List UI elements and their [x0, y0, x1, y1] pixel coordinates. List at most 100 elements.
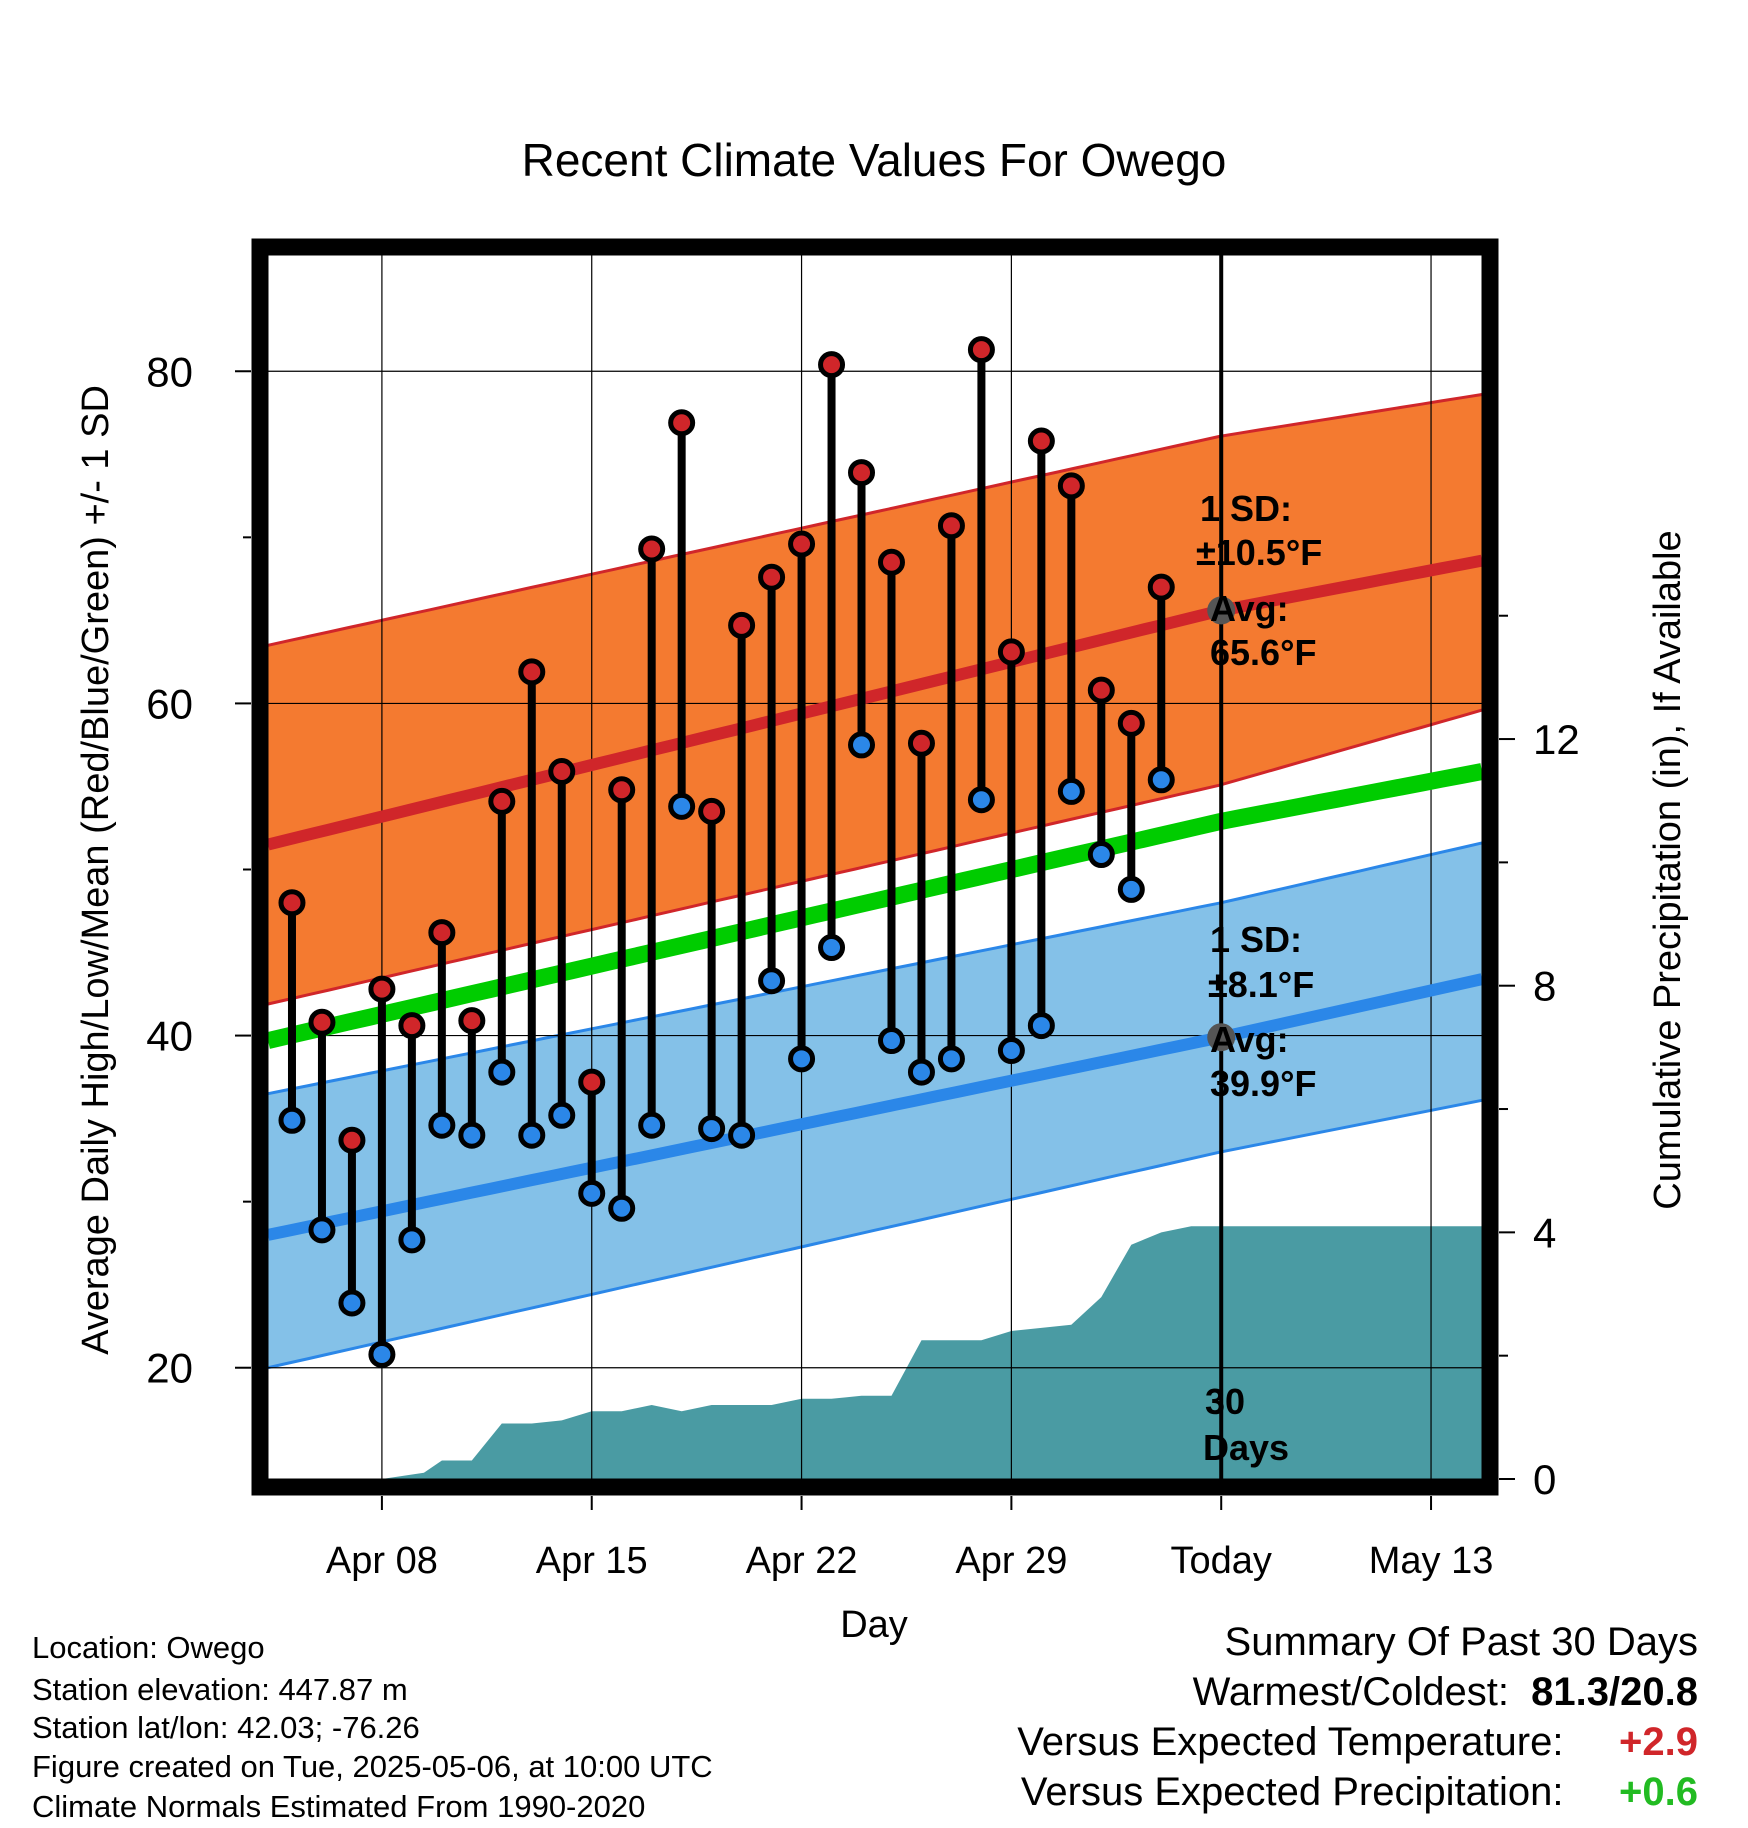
- high-point: [937, 512, 965, 540]
- x-tick-label: Apr 22: [746, 1540, 858, 1582]
- plot-frame: [251, 238, 1499, 1496]
- y-tick-label-right: 8: [1533, 963, 1556, 1010]
- high-point: [638, 535, 666, 563]
- high-avg-label: Avg:: [1210, 588, 1289, 629]
- high-point: [338, 1126, 366, 1154]
- low-point: [937, 1045, 965, 1073]
- low-point: [788, 1045, 816, 1073]
- low-point: [1087, 841, 1115, 869]
- low-point: [967, 786, 995, 814]
- high-point: [758, 563, 786, 591]
- high-sd-value: ±10.5°F: [1196, 532, 1322, 573]
- low-point: [818, 934, 846, 962]
- high-lower-edge: [267, 708, 1483, 1006]
- summary-temp-row: Versus Expected Temperature: +2.9: [1017, 1720, 1698, 1765]
- high-point: [488, 787, 516, 815]
- x-tick-label: Apr 08: [326, 1540, 438, 1582]
- low-avg-line: [266, 973, 1484, 1241]
- low-avg-label: Avg:: [1210, 1019, 1289, 1060]
- low-point: [698, 1115, 726, 1143]
- low-point: [907, 1058, 935, 1086]
- low-point: [1117, 875, 1145, 903]
- footer-normals: Climate Normals Estimated From 1990-2020: [32, 1789, 646, 1824]
- low-avg-marker: [1207, 1023, 1236, 1052]
- high-point: [877, 548, 905, 576]
- chart-title: Recent Climate Values For Owego: [522, 134, 1227, 186]
- precipitation-fill: [268, 1226, 1482, 1479]
- low-point: [548, 1101, 576, 1129]
- low-point: [428, 1111, 456, 1139]
- high-point: [308, 1008, 336, 1036]
- high-point: [788, 530, 816, 558]
- summary-warmest-row: Warmest/Coldest: 81.3/20.8: [1193, 1670, 1698, 1715]
- footer-created: Figure created on Tue, 2025-05-06, at 10…: [32, 1749, 713, 1784]
- y-tick-label-left: 60: [146, 680, 193, 727]
- x-tick-label: Today: [1171, 1540, 1272, 1582]
- high-low-segments: [287, 345, 1166, 1359]
- high-point: [1057, 472, 1085, 500]
- low-avg-value: 39.9°F: [1210, 1063, 1316, 1104]
- high-point: [428, 919, 456, 947]
- low-point: [278, 1106, 306, 1134]
- y-tick-label-left: 20: [146, 1345, 193, 1392]
- summary-warmest-value: 81.3/20.8: [1531, 1670, 1698, 1714]
- low-point: [1027, 1012, 1055, 1040]
- y-axis-label-right: Cumulative Precipitation (in), If Availa…: [1647, 530, 1689, 1209]
- footer-location: Location: Owego: [32, 1630, 265, 1665]
- high-point: [518, 658, 546, 686]
- high-point: [398, 1012, 426, 1040]
- low-lower-edge: [267, 1098, 1483, 1370]
- summary-precip-value: +0.6: [1619, 1770, 1698, 1814]
- high-point: [668, 409, 696, 437]
- summary-temp-value: +2.9: [1619, 1720, 1698, 1764]
- precipitation-area: [268, 1226, 1482, 1479]
- low-point: [1147, 766, 1175, 794]
- high-point: [818, 351, 846, 379]
- summary-precip-label: Versus Expected Precipitation:: [1020, 1770, 1564, 1814]
- low-point: [638, 1111, 666, 1139]
- high-avg-line: [266, 554, 1484, 851]
- high-upper-edge: [267, 393, 1483, 647]
- summary-temp-label: Versus Expected Temperature:: [1017, 1720, 1564, 1764]
- days-window-number: 30: [1205, 1381, 1245, 1422]
- low-sd-value: ±8.1°F: [1208, 964, 1314, 1005]
- x-axis-label: Day: [840, 1604, 908, 1646]
- high-point: [458, 1007, 486, 1035]
- summary-warmest-label: Warmest/Coldest:: [1192, 1670, 1509, 1714]
- low-point: [518, 1121, 546, 1149]
- low-point: [848, 731, 876, 759]
- days-window-word: Days: [1203, 1427, 1289, 1468]
- high-point: [1027, 427, 1055, 455]
- high-point: [578, 1068, 606, 1096]
- high-point: [997, 638, 1025, 666]
- summary-heading: Summary Of Past 30 Days: [1224, 1620, 1698, 1664]
- high-point: [728, 611, 756, 639]
- high-point: [368, 975, 396, 1003]
- high-avg-value: 65.6°F: [1210, 632, 1316, 673]
- data-points: [278, 336, 1175, 1368]
- high-sd-label: 1 SD:: [1200, 488, 1292, 529]
- high-point: [1147, 573, 1175, 601]
- normal-lines: [266, 554, 1484, 1241]
- footer-elevation: Station elevation: 447.87 m: [32, 1672, 408, 1707]
- low-point: [668, 792, 696, 820]
- summary-precip-row: Versus Expected Precipitation: +0.6: [1021, 1770, 1698, 1815]
- axes: Apr 08 Apr 15 Apr 22 Apr 29 Today May 1320406…: [146, 348, 1579, 1582]
- y-tick-label-left: 40: [146, 1013, 193, 1060]
- low-point: [758, 967, 786, 995]
- mean-line: [266, 763, 1484, 1049]
- low-point: [488, 1058, 516, 1086]
- high-point: [548, 758, 576, 786]
- low-point: [338, 1289, 366, 1317]
- y-axis-label-left: Average Daily High/Low/Mean (Red/Blue/Gr…: [75, 385, 117, 1355]
- x-tick-label: May 13: [1369, 1540, 1494, 1582]
- low-point: [578, 1179, 606, 1207]
- low-point: [308, 1216, 336, 1244]
- x-tick-label: Apr 29: [955, 1540, 1067, 1582]
- high-point: [698, 797, 726, 825]
- y-tick-label-right: 0: [1533, 1456, 1556, 1503]
- low-sd-label: 1 SD:: [1210, 919, 1302, 960]
- high-point: [1087, 676, 1115, 704]
- low-point: [398, 1226, 426, 1254]
